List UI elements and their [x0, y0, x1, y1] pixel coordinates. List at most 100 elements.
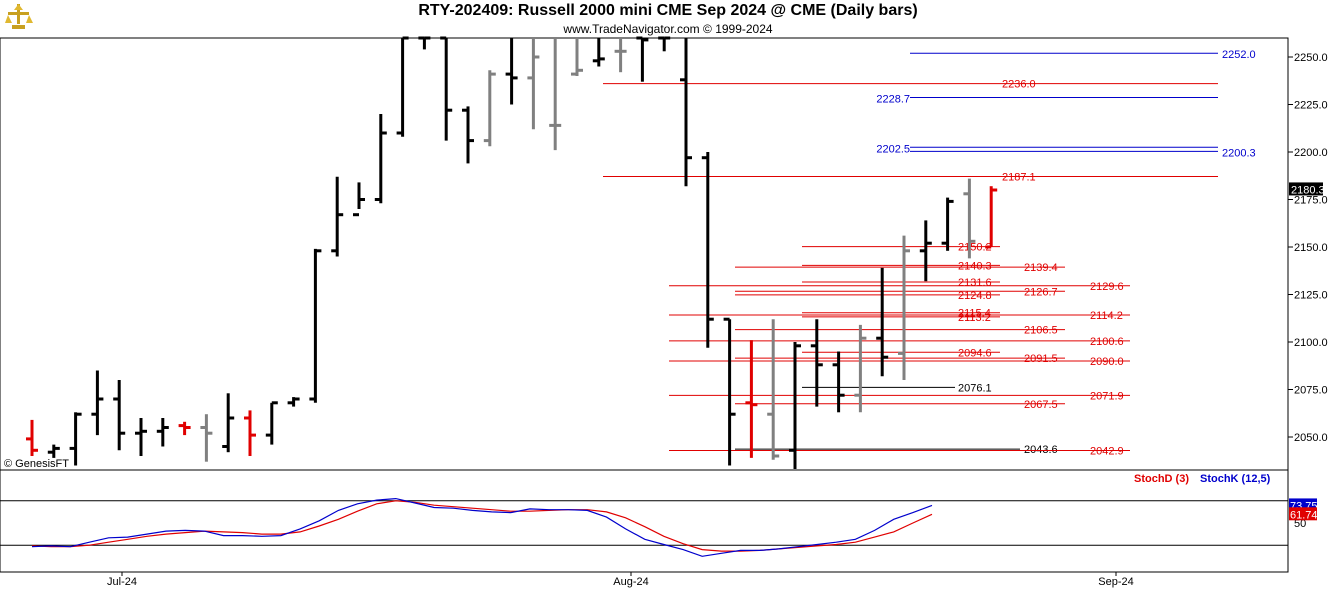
chart-subtitle: www.TradeNavigator.com © 1999-2024: [563, 22, 773, 36]
stochk-legend: StochK (12,5): [1200, 473, 1271, 485]
level-label: 2252.0: [1222, 49, 1256, 61]
ohlc-bar: [418, 36, 431, 50]
ohlc-bar: [898, 235, 910, 380]
price-tick-label: 2125.0: [1294, 290, 1328, 302]
ohlc-bar: [876, 267, 889, 377]
ohlc-bar: [636, 36, 649, 82]
level-label: 2139.4: [1024, 262, 1058, 274]
ohlc-bar: [287, 397, 300, 407]
ohlc-bar: [658, 36, 671, 52]
ohlc-bar: [505, 38, 518, 105]
level-label: 2076.1: [958, 382, 992, 394]
ohlc-bar: [353, 182, 365, 217]
level-label: 2100.6: [1090, 336, 1124, 348]
ohlc-bar: [244, 410, 256, 456]
ohlc-bar: [309, 248, 322, 403]
level-label: 2140.3: [958, 260, 992, 272]
level-label: 2126.7: [1024, 286, 1058, 298]
ohlc-bar: [614, 38, 627, 73]
price-tick-label: 2250.0: [1294, 52, 1328, 64]
ohlc-bar: [265, 401, 278, 445]
date-tick-label: Jul-24: [107, 576, 137, 588]
ohlc-bar: [701, 152, 714, 348]
ohlc-bar: [396, 36, 409, 137]
date-axis: Jul-24 Aug-24 Sep-24: [107, 572, 1134, 588]
level-label: 2187.1: [1002, 172, 1036, 184]
support-resistance-levels: 2252.0 2236.0 2228.7 2202.5 2200.3 2187.1 2150…: [603, 49, 1256, 457]
plot-frame: [0, 37, 1289, 573]
price-axis: 2050.0 2075.0 2100.0 2125.0 2150.0 2175.0 2200…: [1288, 52, 1328, 444]
oscillator-tick-label: 50: [1294, 518, 1306, 530]
price-tick-label: 2075.0: [1294, 385, 1328, 397]
level-label: 2200.3: [1222, 147, 1256, 159]
level-label: 2071.9: [1090, 390, 1124, 402]
stochd-value-box: [1289, 507, 1317, 521]
level-label: 2094.6: [958, 347, 992, 359]
ohlc-bar: [571, 38, 583, 76]
ohlc-bar: [331, 176, 344, 257]
ohlc-bar: [854, 324, 867, 413]
chart-title: RTY-202409: Russell 2000 mini CME Sep 20…: [418, 2, 918, 19]
level-label: 2129.6: [1090, 281, 1124, 293]
ohlc-bar: [810, 319, 823, 407]
ohlc-bar: [680, 38, 692, 187]
last-price-marker: 2180.3: [1289, 182, 1325, 196]
date-tick-label: Aug-24: [613, 576, 648, 588]
price-tick-label: 2225.0: [1294, 100, 1328, 112]
ohlc-bars: [26, 36, 998, 469]
chart-header: RTY-202409: Russell 2000 mini CME Sep 20…: [0, 0, 1336, 38]
level-label: 2236.0: [1002, 79, 1036, 91]
price-tick-label: 2175.0: [1294, 195, 1328, 207]
stochd-legend: StochD (3): [1134, 473, 1189, 485]
trade-navigator-logo-icon: [4, 2, 34, 37]
ohlc-bar: [440, 36, 453, 141]
ohlc-bar: [919, 220, 932, 282]
level-label: 2113.2: [958, 312, 991, 324]
last-price-label: 2180.3: [1291, 184, 1325, 196]
ohlc-bar: [156, 418, 169, 447]
ohlc-bar: [135, 418, 147, 456]
ohlc-bar: [941, 197, 954, 251]
price-tick-label: 2150.0: [1294, 242, 1328, 254]
price-tick-label: 2100.0: [1294, 337, 1328, 349]
stochd-value-label: 61.74: [1290, 509, 1318, 521]
level-label: 2114.2: [1090, 310, 1123, 322]
ohlc-bar: [527, 38, 540, 130]
level-label: 2124.8: [958, 290, 992, 302]
level-label: 2090.0: [1090, 356, 1124, 368]
level-label: 2202.5: [876, 143, 910, 155]
level-label: 2091.5: [1024, 353, 1058, 365]
ohlc-bar: [592, 38, 605, 67]
last-price-box: [1289, 182, 1323, 196]
ohlc-bar: [91, 370, 104, 436]
ohlc-bar: [113, 380, 126, 451]
price-tick-label: 2200.0: [1294, 147, 1328, 159]
watermark-text: © GenesisFT: [4, 458, 69, 470]
level-label: 2042.9: [1090, 445, 1124, 457]
level-label: 2106.5: [1024, 325, 1058, 337]
ohlc-bar: [69, 412, 82, 466]
ohlc-bar: [178, 421, 191, 436]
ohlc-bar: [549, 38, 562, 151]
ohlc-bar: [462, 106, 474, 164]
level-label: 2067.5: [1024, 399, 1058, 411]
ohlc-bar: [47, 444, 60, 458]
date-tick-label: Sep-24: [1098, 576, 1133, 588]
ohlc-bar: [200, 414, 213, 462]
ohlc-bar: [832, 351, 845, 413]
stochk-line: [31, 497, 933, 557]
level-label: 2150.2: [958, 242, 992, 254]
ohlc-bar: [963, 178, 976, 259]
ohlc-bar: [374, 114, 387, 204]
ohlc-bar: [26, 419, 38, 456]
ohlc-bar: [222, 393, 235, 453]
level-label: 2131.6: [958, 277, 992, 289]
ohlc-bar: [985, 186, 998, 249]
ohlc-bar: [723, 317, 736, 466]
ohlc-bar: [745, 340, 758, 458]
level-label: 2228.7: [876, 93, 910, 105]
ohlc-bar: [767, 319, 780, 460]
price-tick-label: 2050.0: [1294, 432, 1328, 444]
